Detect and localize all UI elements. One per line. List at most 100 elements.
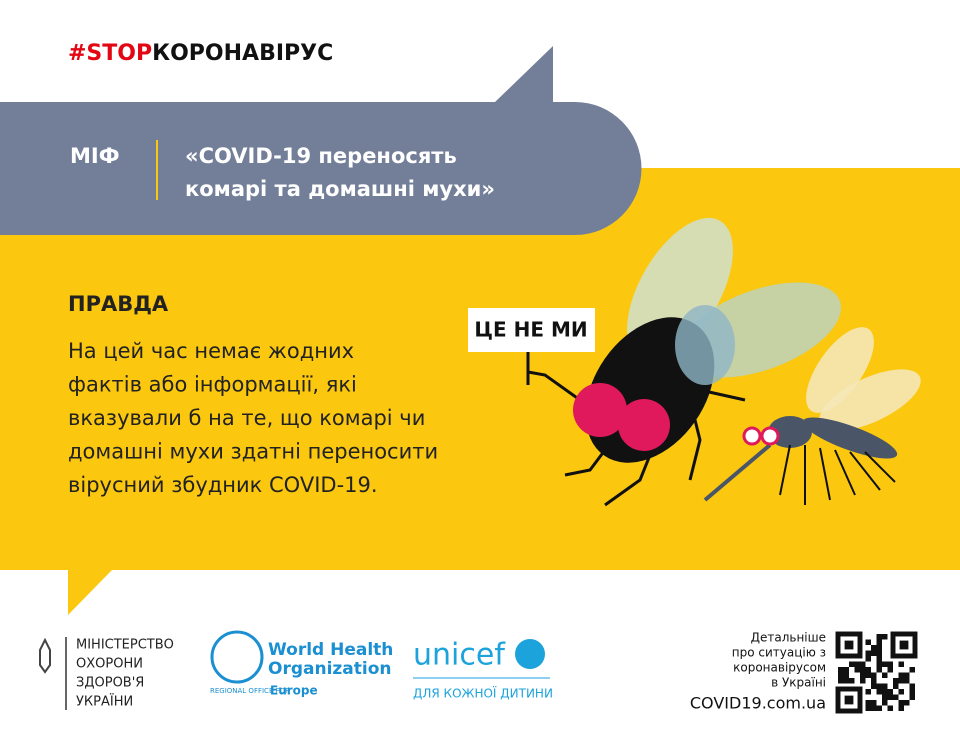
unicef-slogan: ДЛЯ КОЖНОЇ ДИТИНИ bbox=[413, 686, 553, 701]
qr-module bbox=[904, 672, 910, 678]
qr-module bbox=[909, 689, 915, 695]
unicef-emblem bbox=[515, 639, 545, 669]
qr-module bbox=[871, 672, 877, 678]
qr-module bbox=[871, 683, 877, 689]
qr-module bbox=[871, 650, 877, 656]
truth-title: ПРАВДА bbox=[68, 292, 169, 316]
qr-module bbox=[904, 678, 910, 684]
qr-module bbox=[865, 656, 871, 662]
qr-module bbox=[904, 700, 910, 706]
info-text: про ситуацію з bbox=[732, 646, 826, 660]
qr-module bbox=[898, 689, 904, 695]
sign bbox=[468, 308, 595, 352]
info-text: Детальніше bbox=[751, 631, 826, 645]
qr-module bbox=[865, 672, 871, 678]
qr-module bbox=[854, 667, 860, 673]
qr-module bbox=[893, 683, 899, 689]
qr-module bbox=[882, 634, 888, 640]
qr-module bbox=[843, 678, 849, 684]
fly bbox=[526, 217, 842, 507]
qr-module bbox=[887, 705, 893, 711]
unicef-name: unicef bbox=[413, 638, 506, 673]
qr-module bbox=[865, 689, 871, 695]
qr-module bbox=[882, 683, 888, 689]
qr-module bbox=[843, 667, 849, 673]
qr-module bbox=[876, 689, 882, 695]
qr-module bbox=[898, 661, 904, 667]
ministry-name: ОХОРОНИ bbox=[76, 657, 143, 672]
qr-module bbox=[865, 639, 871, 645]
who-name: Organization bbox=[268, 659, 392, 679]
myth-text: «COVID-19 переносять bbox=[185, 144, 457, 168]
myth-text: комарі та домашні мухи» bbox=[185, 177, 495, 201]
who-region: Europe bbox=[270, 684, 318, 698]
qr-module bbox=[876, 661, 882, 667]
who-office: REGIONAL OFFICE FOR bbox=[210, 687, 290, 695]
qr-finder bbox=[899, 640, 909, 650]
qr-module bbox=[909, 683, 915, 689]
truth-text: На цей час немає жодних bbox=[68, 339, 354, 363]
qr-module bbox=[876, 667, 882, 673]
qr-module bbox=[871, 700, 877, 706]
qr-module bbox=[909, 667, 915, 673]
qr-module bbox=[860, 672, 866, 678]
qr-module bbox=[898, 672, 904, 678]
info-text: в Україні bbox=[771, 676, 826, 690]
truth-text: вірусний збудник COVID-19. bbox=[68, 473, 378, 497]
who-emblem bbox=[210, 630, 264, 684]
qr-module bbox=[893, 694, 899, 700]
qr-module bbox=[893, 678, 899, 684]
qr-module bbox=[882, 694, 888, 700]
qr-module bbox=[838, 672, 844, 678]
truth-text: фактів або інформації, які bbox=[68, 373, 357, 397]
url: COVID19.com.ua bbox=[690, 694, 826, 713]
truth-text: домашні мухи здатні переносити bbox=[68, 440, 438, 464]
qr-module bbox=[887, 694, 893, 700]
qr-module bbox=[876, 705, 882, 711]
qr-module bbox=[871, 645, 877, 651]
qr-finder bbox=[835, 686, 863, 714]
qr-module bbox=[849, 678, 855, 684]
qr-module bbox=[882, 700, 888, 706]
qr-module bbox=[865, 705, 871, 711]
qr-module bbox=[860, 661, 866, 667]
hashtag-stop: #STOP bbox=[68, 41, 152, 66]
qr-module bbox=[887, 689, 893, 695]
myth-bubble bbox=[0, 46, 642, 235]
ministry-name: МІНІСТЕРСТВО bbox=[76, 638, 174, 653]
qr-module bbox=[898, 678, 904, 684]
qr-module bbox=[876, 683, 882, 689]
qr-module bbox=[909, 694, 915, 700]
qr-module bbox=[838, 667, 844, 673]
qr-module bbox=[876, 634, 882, 640]
qr-finder bbox=[844, 695, 854, 705]
qr-module bbox=[865, 700, 871, 706]
myth-label: МІФ bbox=[70, 144, 120, 168]
qr-module bbox=[854, 661, 860, 667]
qr-module bbox=[860, 678, 866, 684]
qr-finder bbox=[835, 631, 863, 659]
qr-module bbox=[876, 656, 882, 662]
qr-module bbox=[882, 672, 888, 678]
qr-module bbox=[843, 672, 849, 678]
qr-module bbox=[887, 661, 893, 667]
qr-module bbox=[876, 650, 882, 656]
qr-module bbox=[865, 650, 871, 656]
qr-module bbox=[865, 667, 871, 673]
who-name: World Health bbox=[268, 640, 393, 660]
mosquito bbox=[703, 327, 921, 505]
qr-module bbox=[849, 661, 855, 667]
qr-module bbox=[838, 678, 844, 684]
qr-module bbox=[876, 639, 882, 645]
ministry-name: УКРАЇНИ bbox=[76, 694, 133, 710]
ministry-name: ЗДОРОВ'Я bbox=[76, 676, 144, 691]
info-text: коронавірусом bbox=[733, 661, 826, 675]
qr-finder bbox=[890, 631, 918, 659]
qr-module bbox=[871, 705, 877, 711]
hashtag-rest: КОРОНАВІРУС bbox=[152, 41, 333, 66]
qr-code bbox=[835, 631, 918, 714]
trident bbox=[39, 637, 51, 674]
qr-module bbox=[882, 661, 888, 667]
qr-module bbox=[876, 645, 882, 651]
